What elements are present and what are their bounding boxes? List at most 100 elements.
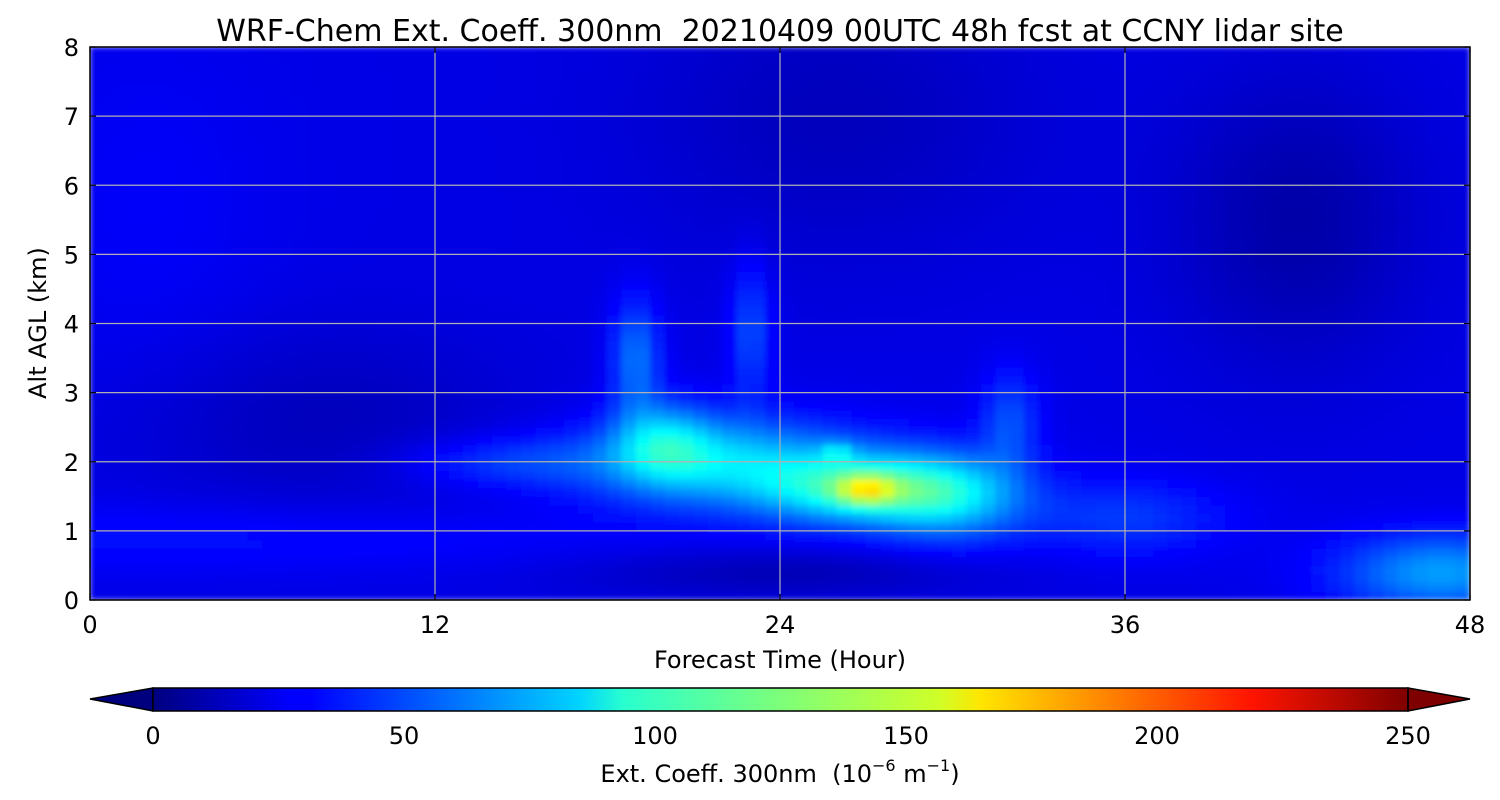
heatmap-cell <box>276 348 292 359</box>
heatmap-cell <box>276 150 292 160</box>
heatmap-cell <box>851 530 867 541</box>
heatmap-cell <box>1110 193 1126 204</box>
heatmap-cell <box>995 89 1011 100</box>
heatmap-cell <box>607 176 623 186</box>
heatmap-cell <box>1052 202 1068 212</box>
heatmap-cell <box>434 202 450 212</box>
heatmap-cell <box>262 141 278 152</box>
heatmap-cell <box>333 72 350 83</box>
heatmap-cell <box>218 426 235 437</box>
heatmap-cell <box>1182 461 1198 471</box>
heatmap-cell <box>1153 115 1169 126</box>
heatmap-cell <box>233 435 249 445</box>
heatmap-cell <box>1167 158 1183 169</box>
heatmap-cell <box>851 279 867 290</box>
heatmap-cell <box>405 288 422 299</box>
heatmap-cell <box>132 539 148 549</box>
heatmap-cell <box>1182 504 1198 515</box>
heatmap-cell <box>161 141 177 152</box>
heatmap-cell <box>779 176 795 186</box>
heatmap-cell <box>477 141 493 152</box>
heatmap-cell <box>980 323 997 333</box>
heatmap-cell <box>1138 573 1155 584</box>
heatmap-cell <box>290 418 307 428</box>
heatmap-cell <box>1182 582 1198 592</box>
heatmap-cell <box>233 227 249 238</box>
heatmap-cell <box>103 167 120 178</box>
heatmap-cell <box>161 314 177 324</box>
heatmap-cell <box>1138 331 1155 342</box>
heatmap-cell <box>477 55 493 65</box>
heatmap-cell <box>204 271 220 281</box>
heatmap-cell <box>405 72 422 83</box>
heatmap-cell <box>837 469 853 480</box>
heatmap-cell <box>333 219 350 229</box>
heatmap-cell <box>923 478 939 489</box>
heatmap-cell <box>333 564 350 575</box>
heatmap-cell <box>693 202 709 212</box>
heatmap-cell <box>650 167 666 178</box>
heatmap-cell <box>190 115 206 126</box>
heatmap-cell <box>621 202 637 212</box>
heatmap-cell <box>995 297 1011 307</box>
heatmap-cell <box>118 279 134 290</box>
heatmap-cell <box>1182 253 1198 264</box>
heatmap-cell <box>362 115 378 126</box>
heatmap-cell <box>290 348 307 359</box>
heatmap-cell <box>218 202 235 212</box>
heatmap-cell <box>535 392 551 402</box>
heatmap-cell <box>952 236 968 247</box>
heatmap-cell <box>377 262 393 273</box>
heatmap-cell <box>923 556 939 566</box>
heatmap-cell <box>894 210 910 221</box>
heatmap-cell <box>463 487 479 497</box>
heatmap-cell <box>908 158 925 169</box>
heatmap-cell <box>90 314 105 324</box>
heatmap-cell <box>132 305 148 316</box>
heatmap-cell <box>549 150 565 160</box>
heatmap-cell <box>1138 193 1155 204</box>
heatmap-cell <box>1167 521 1183 532</box>
heatmap-cell <box>90 348 105 359</box>
heatmap-cell <box>937 547 953 558</box>
heatmap-cell <box>247 55 263 65</box>
heatmap-cell <box>937 366 953 376</box>
heatmap-cell <box>161 392 177 402</box>
heatmap-cell <box>822 495 838 506</box>
heatmap-cell <box>535 400 551 411</box>
heatmap-cell <box>693 55 709 65</box>
heatmap-cell <box>348 72 364 83</box>
heatmap-cell <box>348 47 364 57</box>
heatmap-cell <box>103 478 120 489</box>
heatmap-cell <box>1196 443 1212 454</box>
heatmap-cell <box>319 478 335 489</box>
heatmap-cell <box>837 582 853 592</box>
heatmap-cell <box>477 573 493 584</box>
heatmap-cell <box>980 495 997 506</box>
heatmap-cell <box>707 193 723 204</box>
heatmap-cell <box>908 219 925 229</box>
heatmap-cell <box>937 55 953 65</box>
heatmap-cell <box>693 176 709 186</box>
heatmap-cell <box>563 219 580 229</box>
heatmap-cell <box>750 158 767 169</box>
heatmap-cell <box>362 262 378 273</box>
heatmap-cell <box>190 288 206 299</box>
heatmap-cell <box>305 236 321 247</box>
heatmap-cell <box>1009 63 1025 74</box>
heatmap-cell <box>1182 443 1198 454</box>
heatmap-cell <box>90 556 105 566</box>
heatmap-cell <box>132 184 148 195</box>
heatmap-cell <box>693 443 709 454</box>
heatmap-cell <box>1167 383 1183 394</box>
heatmap-cell <box>980 366 997 376</box>
heatmap-cell <box>377 98 393 108</box>
heatmap-cell <box>578 72 594 83</box>
heatmap-cell <box>908 495 925 506</box>
heatmap-cell <box>1124 89 1140 100</box>
heatmap-cell <box>1009 124 1025 134</box>
heatmap-cell <box>607 158 623 169</box>
heatmap-cell <box>707 331 723 342</box>
heatmap-cell <box>477 435 493 445</box>
heatmap-cell <box>1138 461 1155 471</box>
